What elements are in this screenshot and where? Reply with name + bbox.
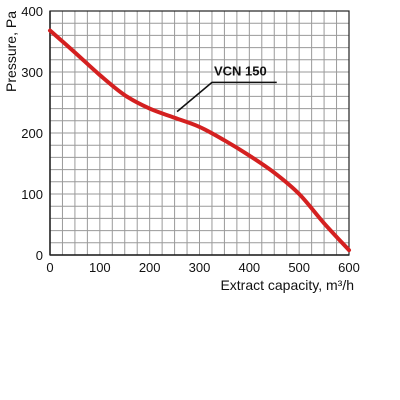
y-tick-label: 300 xyxy=(21,65,43,80)
annotations: VCN 150 xyxy=(176,63,277,113)
x-tick-label: 100 xyxy=(89,260,111,275)
y-tick-label: 400 xyxy=(21,4,43,19)
x-tick-label: 300 xyxy=(189,260,211,275)
series-annotation: VCN 150 xyxy=(176,63,277,113)
x-tick-label: 400 xyxy=(238,260,260,275)
x-tick-label: 500 xyxy=(288,260,310,275)
x-tick-label: 200 xyxy=(139,260,161,275)
annotation-leader-line xyxy=(176,81,277,113)
y-tick-label: 200 xyxy=(21,126,43,141)
tick-labels: 0 100 200 300 400 500 600 0 100 200 300 400 xyxy=(21,4,360,275)
series-lines xyxy=(48,28,351,253)
y-tick-label: 0 xyxy=(36,248,43,263)
annotation-label: VCN 150 xyxy=(214,63,267,78)
series-line-vcn-150 xyxy=(48,28,351,253)
y-tick-label: 100 xyxy=(21,187,43,202)
y-axis-title: Pressure, Pa xyxy=(3,11,19,92)
x-axis-title: Extract capacity, m³/h xyxy=(220,277,354,293)
grid xyxy=(50,11,349,255)
x-tick-label: 600 xyxy=(338,260,360,275)
axes xyxy=(49,10,350,256)
x-tick-label: 0 xyxy=(46,260,53,275)
